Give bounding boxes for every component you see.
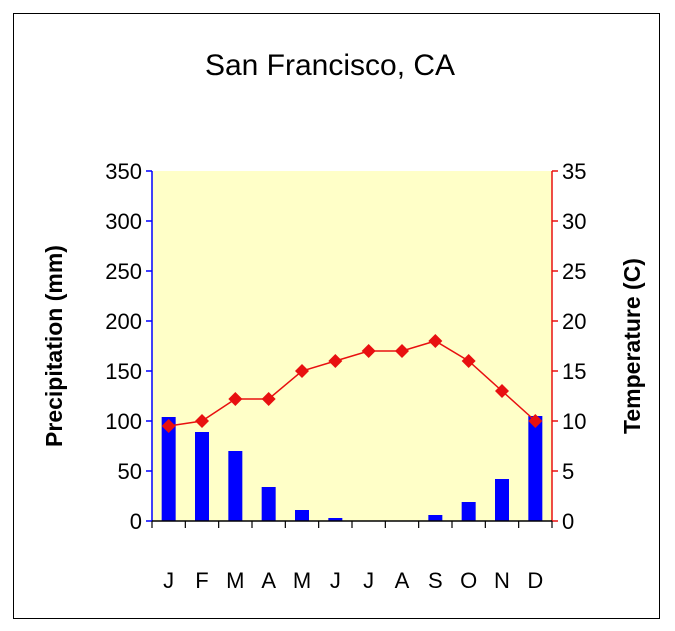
temperature-tick-label: 5 [562, 459, 574, 484]
month-label: A [261, 568, 276, 593]
precipitation-tick-label: 350 [105, 159, 142, 184]
month-label: M [226, 568, 244, 593]
precipitation-tick-label: 200 [105, 309, 142, 334]
temperature-series-line [168, 340, 536, 427]
temperature-tick-label: 0 [562, 509, 574, 534]
precipitation-axis: 0 50 100 150 200 250 300 350 [105, 159, 153, 534]
precipitation-tick-label: 150 [105, 359, 142, 384]
precipitation-bar [195, 432, 209, 521]
month-label: O [460, 568, 477, 593]
temperature-tick-label: 25 [562, 259, 586, 284]
precipitation-bar [261, 487, 276, 521]
precipitation-tick-label: 100 [105, 409, 142, 434]
temperature-tick-label: 20 [562, 309, 586, 334]
temperature-point [528, 414, 543, 428]
temperature-point [361, 344, 376, 358]
precipitation-bars [161, 416, 543, 521]
temperature-point [461, 354, 476, 368]
precipitation-bar [228, 451, 243, 521]
temperature-point [295, 364, 309, 378]
precipitation-tick-label: 250 [105, 259, 142, 284]
precipitation-bar [428, 515, 443, 521]
month-label: J [163, 568, 174, 593]
precipitation-bar [161, 417, 176, 521]
precipitation-bar [495, 479, 509, 521]
month-label: M [293, 568, 311, 593]
precipitation-tick-label: 300 [105, 209, 142, 234]
temperature-point [228, 392, 243, 406]
temperature-axis: 0 5 10 15 20 25 30 35 [551, 159, 586, 534]
temperature-line [161, 334, 543, 433]
temperature-point [261, 392, 276, 406]
temperature-point [195, 414, 209, 428]
plot-area [152, 171, 552, 521]
precipitation-bar [328, 518, 343, 521]
precipitation-bar [295, 510, 309, 521]
month-label: S [428, 568, 443, 593]
month-label: J [363, 568, 374, 593]
temperature-axis-title: Temperature (C) [619, 258, 645, 434]
precipitation-tick-label: 0 [130, 509, 142, 534]
precipitation-axis-title: Precipitation (mm) [41, 245, 67, 447]
temperature-point [161, 419, 176, 433]
temperature-point [428, 334, 443, 348]
month-label: J [330, 568, 341, 593]
month-label: A [395, 568, 410, 593]
temperature-point [395, 344, 409, 358]
precipitation-bar [528, 416, 543, 521]
month-label: F [195, 568, 208, 593]
temperature-tick-label: 15 [562, 359, 586, 384]
temperature-tick-label: 30 [562, 209, 586, 234]
precipitation-tick-label: 50 [118, 459, 142, 484]
temperature-tick-label: 35 [562, 159, 586, 184]
precipitation-bar [461, 502, 476, 521]
chart-title: San Francisco, CA [205, 49, 455, 82]
temperature-tick-label: 10 [562, 409, 586, 434]
month-label: D [527, 568, 543, 593]
temperature-point [495, 384, 509, 398]
month-label: N [494, 568, 510, 593]
temperature-point [328, 354, 343, 368]
